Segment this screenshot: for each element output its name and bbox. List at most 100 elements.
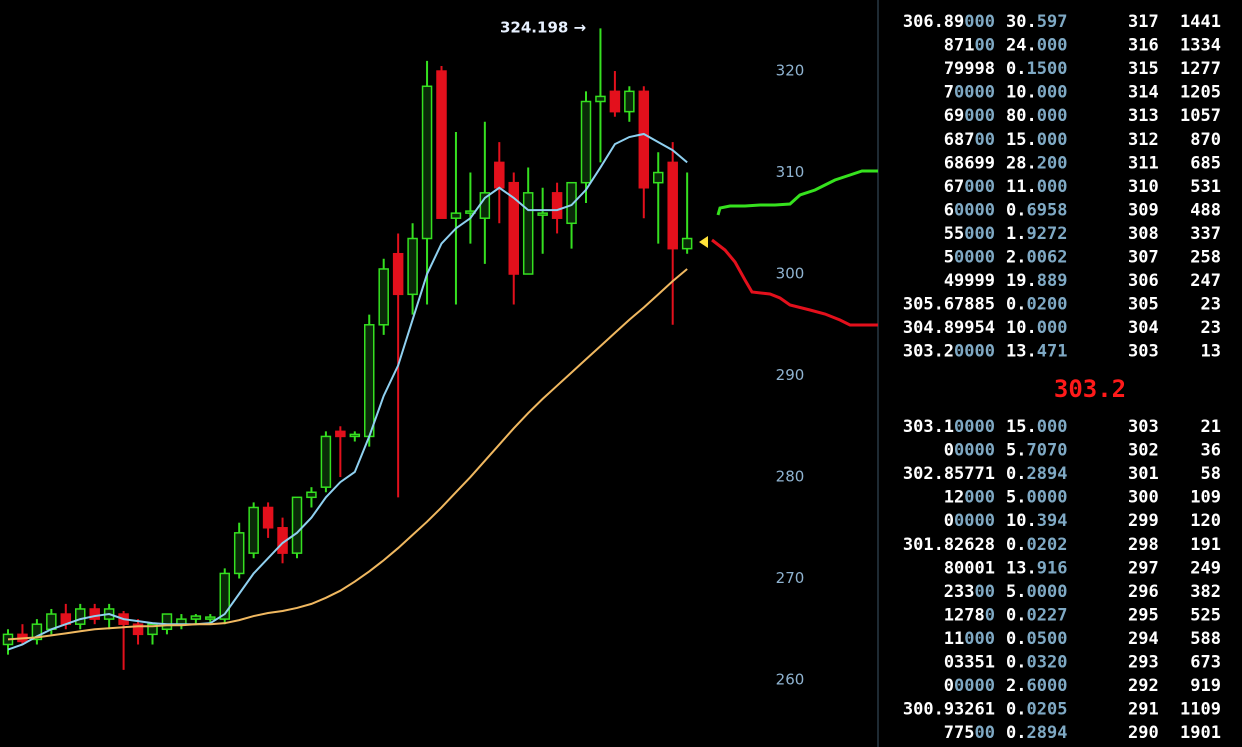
order-level: 303 [1128, 342, 1159, 362]
order-price: 00000 [944, 676, 995, 696]
candle-body [306, 491, 317, 499]
order-price: 68699 [944, 153, 995, 173]
y-tick-label: 260 [776, 671, 805, 689]
amount-part: 000 [1037, 318, 1068, 338]
amount-part: 13. [1006, 342, 1037, 362]
candle-body [421, 85, 433, 240]
candle-body [580, 100, 592, 184]
amount-part: 597 [1037, 12, 1068, 32]
candle-body [653, 171, 664, 184]
order-price: 00000 [944, 441, 995, 461]
candle-body [667, 161, 678, 250]
order-total: 525 [1190, 605, 1221, 625]
candle-body [522, 192, 534, 275]
amount-part: 0. [1006, 723, 1026, 743]
price-part: 00 [975, 723, 995, 743]
order-amount: 0.2894 [1006, 723, 1067, 743]
order-level: 299 [1128, 511, 1159, 531]
amount-part: 0. [1006, 464, 1026, 484]
amount-part: 0. [1006, 605, 1026, 625]
order-level: 306 [1128, 271, 1159, 291]
ask-depth-line [711, 238, 878, 327]
price-part: 0000 [954, 676, 995, 696]
candle-body [595, 95, 606, 103]
order-price: 49999 [944, 271, 995, 291]
order-level: 317 [1128, 12, 1159, 32]
order-amount: 10.000 [1006, 318, 1067, 338]
order-price: 87100 [944, 36, 995, 56]
amount-part: 0. [1006, 535, 1026, 555]
price-part: 000 [964, 177, 995, 197]
order-level: 315 [1128, 59, 1159, 79]
amount-part: 28. [1006, 153, 1037, 173]
amount-part: 24. [1006, 36, 1037, 56]
order-total: 1205 [1180, 83, 1221, 103]
order-amount: 0.1500 [1006, 59, 1067, 79]
order-price: 305.67885 [903, 295, 995, 315]
order-total: 36 [1201, 441, 1221, 461]
amount-part: 6958 [1026, 200, 1067, 220]
price-part: 00 [975, 36, 995, 56]
amount-part: 80. [1006, 106, 1037, 126]
amount-part: 0. [1006, 629, 1026, 649]
amount-part: 30. [1006, 12, 1037, 32]
order-total: 21 [1201, 417, 1221, 437]
order-price: 67000 [944, 177, 995, 197]
order-price: 304.89954 [903, 318, 995, 338]
candle-body [609, 90, 621, 113]
amount-part: 0000 [1026, 582, 1067, 602]
order-total: 191 [1190, 535, 1221, 555]
order-price: 80001 [944, 558, 995, 578]
price-part: 000 [964, 629, 995, 649]
amount-part: 7070 [1026, 441, 1067, 461]
candle-body [320, 435, 332, 488]
amount-part: 5. [1006, 582, 1026, 602]
order-total: 249 [1190, 558, 1221, 578]
last-price: 303.2 [1054, 375, 1126, 403]
candle-body [537, 212, 548, 216]
candle-body [31, 623, 43, 641]
order-amount: 0.0227 [1006, 605, 1067, 625]
high-annotation: 324.198 → [500, 19, 586, 37]
price-part: 49999 [944, 271, 995, 291]
order-level: 314 [1128, 83, 1159, 103]
y-tick-label: 280 [776, 468, 805, 486]
amount-part: 2. [1006, 248, 1026, 268]
order-total: 120 [1190, 511, 1221, 531]
order-level: 297 [1128, 558, 1159, 578]
amount-part: 000 [1037, 106, 1068, 126]
candle-body [190, 615, 202, 620]
candle-body [335, 430, 346, 438]
price-part: 11 [944, 629, 964, 649]
amount-part: 200 [1037, 153, 1068, 173]
candle-body [681, 237, 693, 250]
order-level: 310 [1128, 177, 1159, 197]
order-level: 316 [1128, 36, 1159, 56]
price-part: 69 [944, 106, 964, 126]
order-total: 23 [1201, 318, 1221, 338]
order-level: 302 [1128, 441, 1159, 461]
price-part: 03351 [944, 653, 995, 673]
price-part: 306.89 [903, 12, 964, 32]
order-amount: 0.6958 [1006, 200, 1067, 220]
order-total: 1277 [1180, 59, 1221, 79]
amount-part: 000 [1037, 130, 1068, 150]
order-level: 292 [1128, 676, 1159, 696]
price-part: 000 [964, 224, 995, 244]
order-price: 12780 [944, 605, 995, 625]
order-amount: 2.6000 [1006, 676, 1067, 696]
order-price: 50000 [944, 248, 995, 268]
price-part: 0000 [954, 83, 995, 103]
price-part: 302.85771 [903, 464, 995, 484]
amount-part: 15. [1006, 130, 1037, 150]
amount-part: 13. [1006, 558, 1037, 578]
order-price: 55000 [944, 224, 995, 244]
amount-part: 000 [1037, 177, 1068, 197]
order-price: 68700 [944, 130, 995, 150]
order-level: 298 [1128, 535, 1159, 555]
amount-part: 2. [1006, 676, 1026, 696]
order-total: 337 [1190, 224, 1221, 244]
candle-body [147, 623, 158, 636]
order-amount: 5.0000 [1006, 488, 1067, 508]
